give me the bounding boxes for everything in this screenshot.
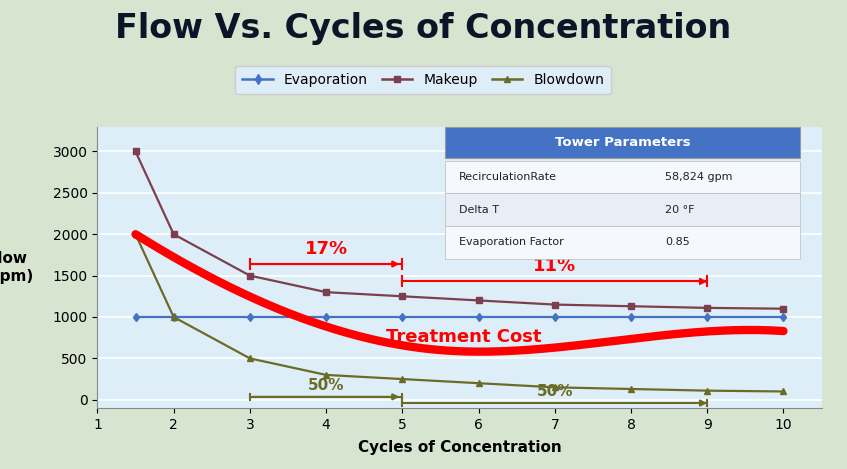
Text: Flow Vs. Cycles of Concentration: Flow Vs. Cycles of Concentration: [115, 12, 732, 45]
Legend: Evaporation, Makeup, Blowdown: Evaporation, Makeup, Blowdown: [235, 66, 612, 94]
Text: 50%: 50%: [307, 378, 345, 393]
Text: 20 °F: 20 °F: [665, 204, 695, 215]
FancyBboxPatch shape: [445, 160, 800, 193]
Text: RecirculationRate: RecirculationRate: [459, 172, 557, 182]
Text: 0.85: 0.85: [665, 237, 690, 247]
Text: Tower Parameters: Tower Parameters: [555, 136, 690, 149]
Text: 17%: 17%: [305, 240, 347, 258]
FancyBboxPatch shape: [445, 193, 800, 226]
Text: Evaporation Factor: Evaporation Factor: [459, 237, 563, 247]
FancyBboxPatch shape: [445, 127, 800, 158]
Text: 11%: 11%: [534, 257, 576, 275]
Text: 50%: 50%: [536, 384, 573, 399]
FancyBboxPatch shape: [445, 226, 800, 258]
Text: 58,824 gpm: 58,824 gpm: [665, 172, 733, 182]
Text: Treatment Cost: Treatment Cost: [385, 328, 541, 346]
Y-axis label: Flow
(gpm): Flow (gpm): [0, 251, 34, 284]
Text: Delta T: Delta T: [459, 204, 499, 215]
X-axis label: Cycles of Concentration: Cycles of Concentration: [357, 440, 562, 455]
